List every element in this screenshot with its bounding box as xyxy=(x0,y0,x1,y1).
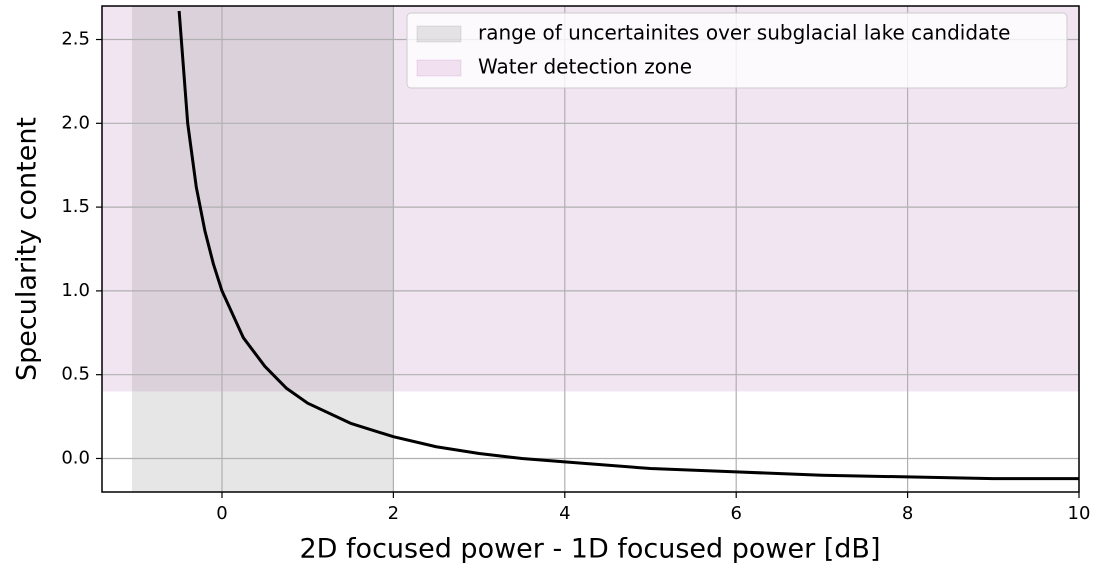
legend-label: range of uncertainites over subglacial l… xyxy=(478,21,1010,45)
y-tick-label: 1.0 xyxy=(61,280,90,301)
x-axis-label: 2D focused power - 1D focused power [dB] xyxy=(300,534,881,565)
x-tick-label: 0 xyxy=(216,503,227,524)
x-tick-label: 2 xyxy=(388,503,399,524)
legend-label: Water detection zone xyxy=(478,55,692,79)
y-axis-label: Specularity content xyxy=(12,117,43,381)
x-span xyxy=(131,6,394,492)
axes-frame xyxy=(101,5,1080,493)
curve xyxy=(177,10,1079,481)
y-tick-label: 0.0 xyxy=(61,447,90,468)
legend-box xyxy=(406,12,1068,89)
x-tick-label: 6 xyxy=(730,503,741,524)
y-tick-label: 2.0 xyxy=(61,112,90,133)
legend-patch xyxy=(416,25,462,43)
x-tick-label: 10 xyxy=(1068,503,1091,524)
x-tick-label: 4 xyxy=(559,503,570,524)
y-tick-label: 0.5 xyxy=(61,364,90,385)
y-tick-label: 2.5 xyxy=(61,29,90,50)
y-tick-label: 1.5 xyxy=(61,196,90,217)
legend-patch xyxy=(416,59,462,77)
x-tick-label: 8 xyxy=(902,503,913,524)
